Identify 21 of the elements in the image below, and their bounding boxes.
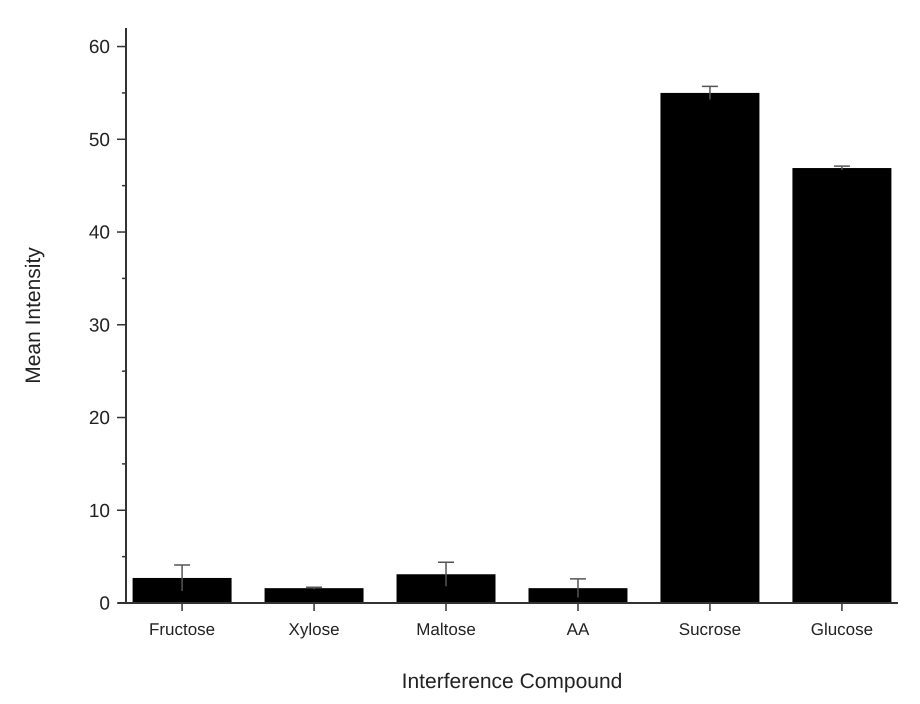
bar bbox=[132, 578, 232, 603]
x-tick-label: AA bbox=[566, 620, 590, 639]
bar bbox=[792, 168, 892, 603]
bar bbox=[660, 92, 760, 603]
bar bbox=[528, 588, 628, 603]
y-tick-label: 30 bbox=[88, 315, 110, 336]
x-tick-label: Fructose bbox=[149, 620, 216, 639]
bar bbox=[396, 574, 496, 603]
x-tick-label: Glucose bbox=[810, 620, 874, 639]
x-tick-label: Sucrose bbox=[678, 620, 742, 639]
y-axis-title: Mean Intensity bbox=[22, 246, 45, 384]
y-tick-label: 50 bbox=[88, 130, 110, 151]
y-tick-label: 0 bbox=[99, 594, 110, 615]
x-tick-label: Maltose bbox=[416, 620, 476, 639]
y-tick-label: 40 bbox=[88, 222, 110, 244]
x-tick-label: Xylose bbox=[288, 620, 340, 639]
x-axis-title: Interference Compound bbox=[402, 670, 622, 693]
y-tick-label: 60 bbox=[88, 37, 110, 58]
bar bbox=[264, 588, 364, 603]
y-tick-label: 10 bbox=[88, 500, 110, 522]
y-tick-label: 20 bbox=[88, 408, 110, 430]
